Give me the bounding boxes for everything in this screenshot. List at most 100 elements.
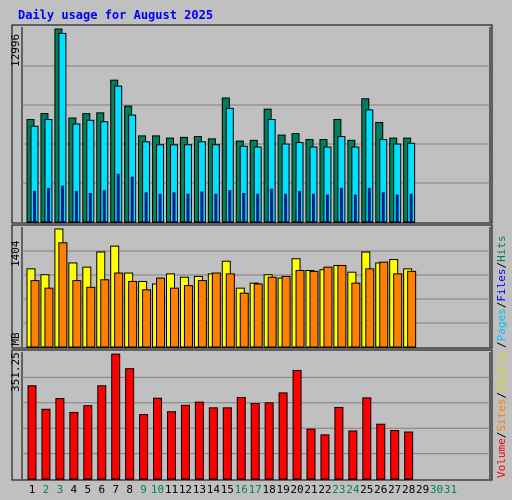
bar-pages-day-28	[409, 193, 413, 222]
bar-pages-day-15	[228, 190, 232, 222]
x-tick-label-26: 26	[374, 483, 387, 496]
bar-sites-day-19	[281, 275, 291, 348]
bar-volume-day-8	[125, 368, 135, 480]
panel-3: 351.25 MB	[9, 332, 493, 481]
bar-volume-day-26	[376, 423, 386, 480]
bar-sites-day-18	[267, 276, 277, 348]
y-axis-label: 351.25 MB	[9, 332, 22, 392]
right-legend: Volume/Sites/Visits/Pages/Files/Hits	[495, 235, 508, 478]
bar-pages-day-13	[200, 191, 204, 222]
bar-sites-day-4	[72, 280, 82, 348]
bar-sites-day-12	[183, 285, 193, 348]
bar-pages-day-17	[256, 193, 260, 222]
bar-volume-day-17	[250, 403, 260, 480]
bar-volume-day-11	[167, 411, 176, 480]
bar-pages-day-27	[395, 194, 399, 222]
bar-pages-day-3	[60, 185, 64, 222]
y-axis-label: 12996	[9, 34, 22, 67]
bar-volume-day-27	[390, 430, 400, 480]
legend-volume: Volume	[495, 438, 508, 478]
x-axis-labels: 1 2 3 4 5 6 7 8 9 10 11 12 13 14 15 16 17 18 19 20 21 22 23 24 2…	[29, 483, 457, 496]
bar-volume-day-4	[69, 411, 79, 480]
bar-sites-day-13	[197, 280, 207, 348]
bar-sites-day-11	[170, 287, 179, 348]
bar-sites-day-5	[86, 286, 96, 348]
bar-volume-day-2	[41, 408, 51, 480]
x-tick-label-27: 27	[388, 483, 401, 496]
bar-volume-day-14	[208, 407, 218, 480]
x-tick-label-31: 31	[444, 483, 457, 496]
bar-pages-day-2	[46, 187, 50, 222]
x-tick-label-10: 10	[151, 483, 164, 496]
bar-sites-day-17	[253, 283, 263, 348]
bar-pages-day-18	[270, 188, 274, 222]
x-tick-label-18: 18	[263, 483, 276, 496]
bar-volume-day-15	[222, 407, 232, 480]
x-tick-label-8: 8	[126, 483, 133, 496]
bar-pages-day-5	[88, 193, 92, 222]
x-tick-label-2: 2	[43, 483, 50, 496]
legend-sites: Sites	[495, 399, 508, 432]
x-tick-label-25: 25	[360, 483, 373, 496]
x-tick-label-12: 12	[179, 483, 192, 496]
legend-bottom-group: Volume/Sites/Visits	[495, 352, 508, 478]
legend-hits: Hits	[495, 235, 508, 262]
x-tick-label-19: 19	[276, 483, 289, 496]
panel-2: 1404	[9, 224, 493, 349]
bar-volume-day-23	[334, 406, 344, 480]
legend-separator: /	[495, 432, 508, 439]
bar-sites-day-24	[351, 282, 361, 348]
bar-volume-day-9	[139, 414, 149, 480]
bar-sites-day-23	[337, 264, 347, 348]
bar-volume-day-20	[292, 369, 302, 480]
bar-volume-day-12	[180, 404, 190, 480]
bar-pages-day-26	[381, 192, 385, 222]
x-tick-label-9: 9	[140, 483, 147, 496]
bar-pages-day-9	[144, 192, 148, 222]
bar-volume-day-19	[278, 392, 288, 480]
bar-volume-day-24	[348, 430, 358, 480]
legend-pages: Pages	[495, 308, 508, 341]
bar-pages-day-6	[102, 190, 106, 222]
bar-sites-day-25	[365, 268, 375, 348]
x-tick-label-15: 15	[221, 483, 234, 496]
bar-pages-day-11	[172, 192, 176, 222]
chart-panels: 12996 1404 351.25 MB	[9, 24, 493, 481]
bar-volume-day-22	[320, 434, 330, 480]
x-tick-label-14: 14	[207, 483, 221, 496]
bar-sites-day-22	[323, 266, 333, 348]
legend-top-group: /Pages/Files/Hits	[495, 235, 508, 348]
x-tick-label-22: 22	[318, 483, 331, 496]
x-tick-label-29: 29	[416, 483, 429, 496]
x-tick-label-30: 30	[430, 483, 443, 496]
x-tick-label-1: 1	[29, 483, 36, 496]
bar-pages-day-1	[33, 190, 36, 222]
x-tick-label-3: 3	[57, 483, 64, 496]
x-tick-label-5: 5	[84, 483, 91, 496]
bar-volume-day-7	[111, 353, 121, 480]
x-tick-label-11: 11	[165, 483, 178, 496]
x-tick-label-28: 28	[402, 483, 415, 496]
x-tick-label-6: 6	[98, 483, 105, 496]
bar-pages-day-7	[116, 173, 120, 222]
bar-volume-day-16	[236, 397, 246, 480]
legend-files: Files	[495, 269, 508, 302]
bar-volume-day-21	[306, 428, 316, 480]
legend-separator: /	[495, 302, 508, 309]
chart-title: Daily usage for August 2025	[18, 8, 213, 22]
x-tick-label-20: 20	[290, 483, 303, 496]
bar-sites-day-16	[239, 292, 249, 348]
bar-volume-day-28	[404, 431, 414, 480]
y-axis-label: 1404	[9, 240, 22, 267]
bar-sites-day-8	[128, 280, 138, 348]
bar-volume-day-18	[264, 402, 274, 480]
bar-sites-day-9	[142, 289, 152, 348]
bar-sites-day-20	[295, 270, 305, 348]
bar-sites-day-3	[58, 242, 68, 348]
bar-pages-day-19	[284, 193, 288, 222]
bar-sites-day-10	[156, 277, 166, 348]
panel-1: 12996	[9, 24, 493, 224]
legend-separator: /	[495, 262, 508, 269]
bar-volume-day-25	[362, 397, 372, 480]
